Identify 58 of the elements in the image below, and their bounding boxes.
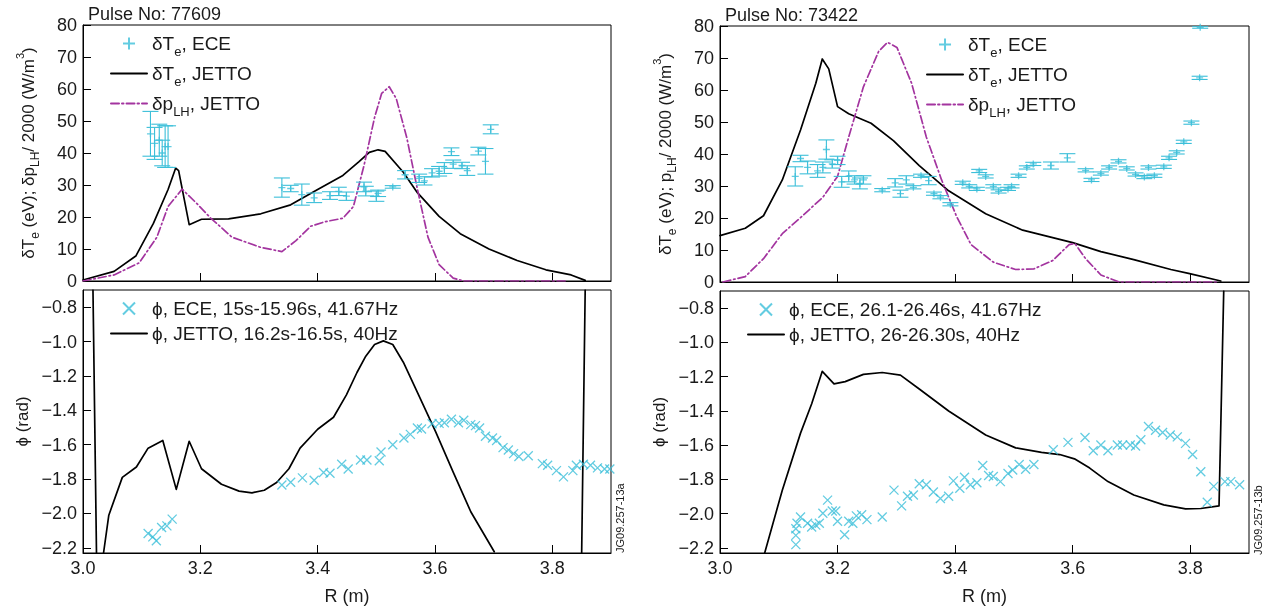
y-tick-label: 80 <box>56 15 77 35</box>
y-tick-label: −2.2 <box>678 537 714 558</box>
y-tick-label: 70 <box>693 48 714 68</box>
y-tick-label: −2.2 <box>41 537 77 558</box>
x-tick-label: 3.4 <box>305 558 331 578</box>
x-tick-label: 3.0 <box>70 558 96 578</box>
x-tick-label: 3.6 <box>1060 558 1086 578</box>
y-tick-label: 30 <box>56 175 77 195</box>
y-tick-label: −1.2 <box>41 365 77 386</box>
y-tick-label: −1.8 <box>41 469 77 490</box>
y-axis-title: δTe (eV); pLH/ 2000 (W/m3) <box>650 53 679 255</box>
y-tick-label: −1.6 <box>678 435 714 456</box>
y-axis-title: ϕ (rad) <box>649 396 669 448</box>
legend-label: ϕ, JETTO, 16.2s-16.5s, 40Hz <box>152 323 398 344</box>
legend-label: ϕ, JETTO, 26-26.30s, 40Hz <box>789 324 1020 345</box>
y-tick-label: −1.0 <box>678 332 714 353</box>
x-tick-label: 3.8 <box>1177 558 1203 578</box>
y-tick-label: 50 <box>693 112 714 132</box>
y-tick-label: −1.6 <box>41 434 77 455</box>
y-tick-label: −2.0 <box>678 503 714 524</box>
x-tick-label: 3.2 <box>187 558 213 578</box>
y-axis-title: δTe (eV); δpLH/ 2000 (W/m3) <box>13 47 42 259</box>
y-tick-label: −1.2 <box>678 366 714 387</box>
y-tick-label: 10 <box>56 239 77 259</box>
legend-label: ϕ, ECE, 15s-15.96s, 41.67Hz <box>152 298 399 319</box>
y-tick-label: 10 <box>693 240 714 260</box>
y-tick-label: 70 <box>56 47 77 67</box>
y-tick-label: 30 <box>693 176 714 196</box>
chart-title: Pulse No: 73422 <box>725 5 859 25</box>
x-axis-title: R (m) <box>324 586 370 606</box>
y-tick-label: −1.0 <box>41 331 77 352</box>
y-tick-label: −0.8 <box>678 298 714 319</box>
text: JG09.257-13a <box>613 482 626 553</box>
y-tick-label: 20 <box>693 208 714 228</box>
y-tick-label: 40 <box>56 143 77 163</box>
y-tick-label: −1.8 <box>678 469 714 490</box>
y-tick-label: −1.4 <box>41 400 77 421</box>
y-tick-label: 20 <box>56 207 77 227</box>
x-tick-label: 3.2 <box>825 558 851 578</box>
x-tick-label: 3.4 <box>942 558 968 578</box>
legend-label: ϕ, ECE, 26.1-26.46s, 41.67Hz <box>789 299 1042 320</box>
y-tick-label: −2.0 <box>41 503 77 524</box>
text: JG09.257-13b <box>1251 485 1264 555</box>
y-tick-label: −0.8 <box>41 297 77 318</box>
y-tick-label: 0 <box>66 271 77 291</box>
y-tick-label: 40 <box>693 144 714 164</box>
y-tick-label: 50 <box>56 111 77 131</box>
chart-title: Pulse No: 77609 <box>88 4 222 24</box>
y-axis-title: ϕ (rad) <box>12 396 32 447</box>
y-tick-label: −1.4 <box>678 400 714 421</box>
x-tick-label: 3.6 <box>422 558 448 578</box>
x-tick-label: 3.8 <box>539 558 565 578</box>
y-tick-label: 60 <box>56 79 77 99</box>
x-axis-title: R (m) <box>962 586 1007 606</box>
y-tick-label: 0 <box>703 272 714 292</box>
y-tick-label: 60 <box>693 80 714 100</box>
y-tick-label: 80 <box>693 16 714 36</box>
x-tick-label: 3.0 <box>707 558 733 578</box>
